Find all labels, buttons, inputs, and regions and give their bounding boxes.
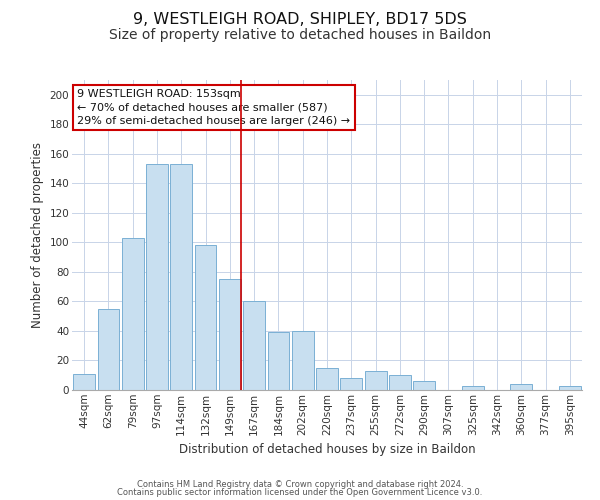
Text: 9, WESTLEIGH ROAD, SHIPLEY, BD17 5DS: 9, WESTLEIGH ROAD, SHIPLEY, BD17 5DS: [133, 12, 467, 28]
Bar: [316, 368, 338, 390]
Bar: [365, 371, 386, 390]
Bar: [73, 374, 95, 390]
Bar: [340, 378, 362, 390]
Y-axis label: Number of detached properties: Number of detached properties: [31, 142, 44, 328]
Text: Size of property relative to detached houses in Baildon: Size of property relative to detached ho…: [109, 28, 491, 42]
X-axis label: Distribution of detached houses by size in Baildon: Distribution of detached houses by size …: [179, 443, 475, 456]
Bar: [97, 309, 119, 390]
Bar: [389, 375, 411, 390]
Text: 9 WESTLEIGH ROAD: 153sqm
← 70% of detached houses are smaller (587)
29% of semi-: 9 WESTLEIGH ROAD: 153sqm ← 70% of detach…: [77, 90, 350, 126]
Bar: [170, 164, 192, 390]
Bar: [243, 302, 265, 390]
Bar: [194, 246, 217, 390]
Bar: [146, 164, 168, 390]
Text: Contains HM Land Registry data © Crown copyright and database right 2024.: Contains HM Land Registry data © Crown c…: [137, 480, 463, 489]
Bar: [292, 331, 314, 390]
Bar: [219, 280, 241, 390]
Bar: [559, 386, 581, 390]
Bar: [462, 386, 484, 390]
Bar: [413, 381, 435, 390]
Bar: [268, 332, 289, 390]
Text: Contains public sector information licensed under the Open Government Licence v3: Contains public sector information licen…: [118, 488, 482, 497]
Bar: [511, 384, 532, 390]
Bar: [122, 238, 143, 390]
